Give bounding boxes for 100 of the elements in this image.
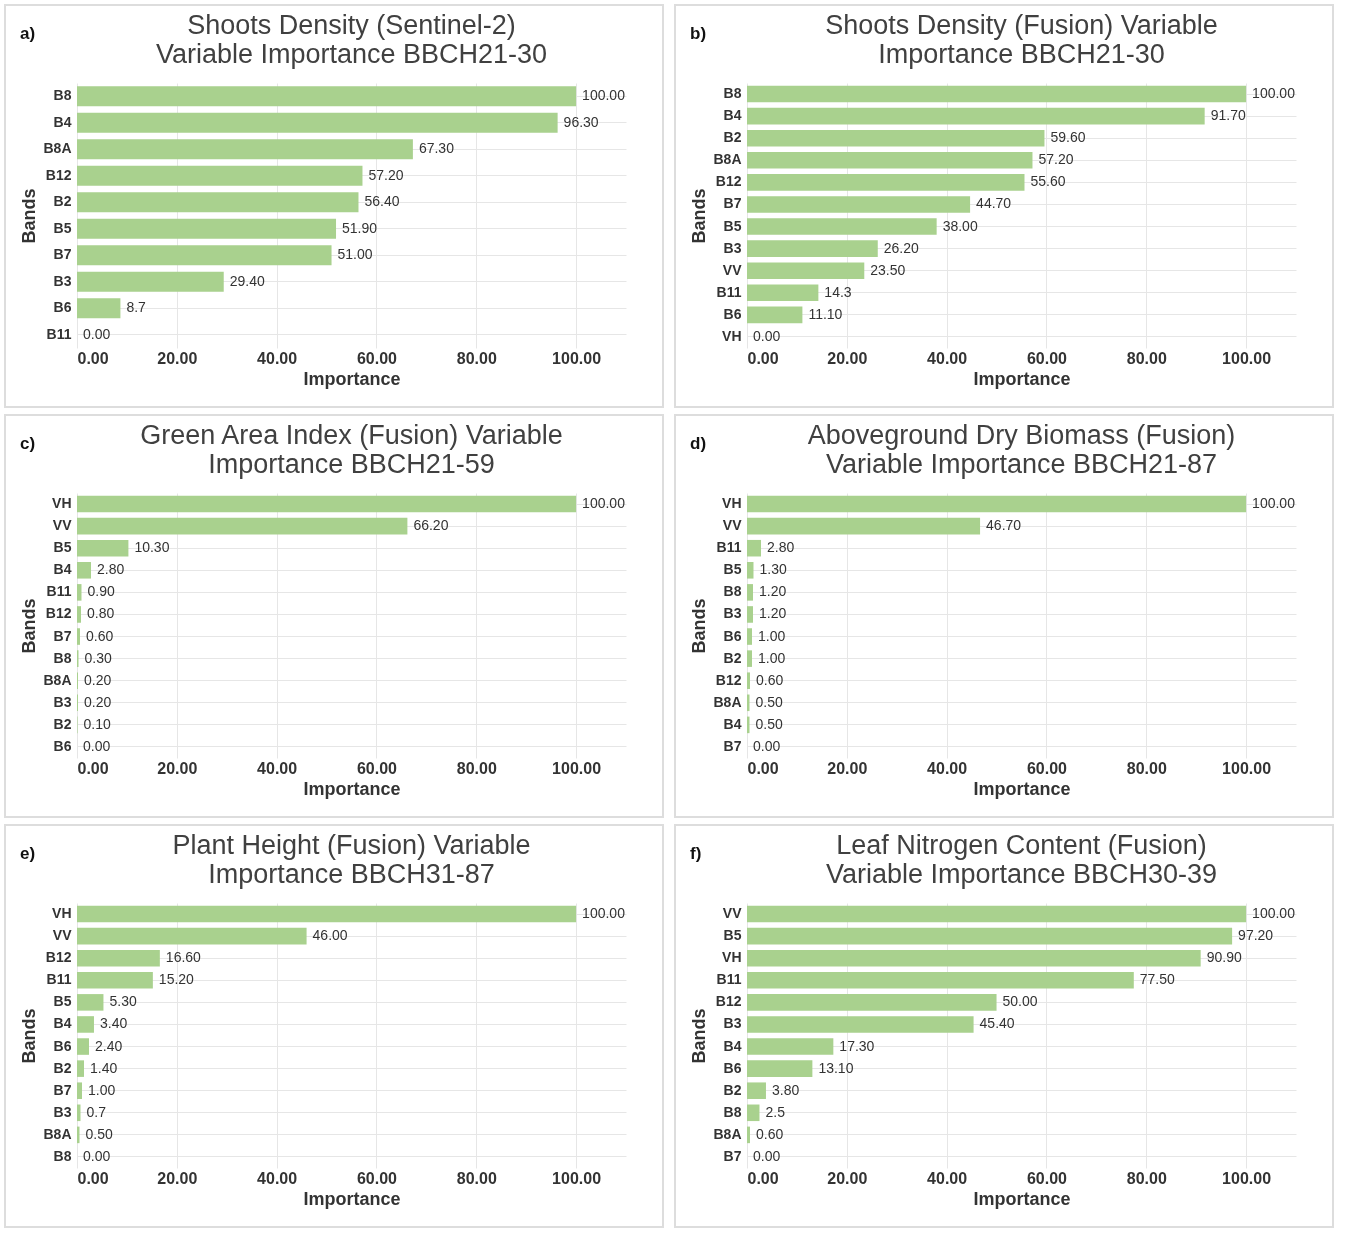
data-label: 0.00	[753, 327, 781, 344]
y-axis-title: Bands	[689, 598, 710, 654]
x-tick-label: 40.00	[927, 759, 968, 777]
x-tick-label: 80.00	[1126, 349, 1167, 367]
x-tick-label: 40.00	[257, 759, 298, 777]
data-label: 59.60	[1050, 129, 1086, 146]
y-axis-title: Bands	[19, 188, 40, 244]
y-tick-label: B4	[723, 1037, 742, 1054]
x-tick-label: 0.00	[77, 759, 109, 777]
y-tick-label: B8	[723, 85, 742, 102]
y-axis-title: Bands	[689, 1008, 710, 1064]
y-tick-label: VV	[52, 927, 73, 944]
y-tick-label: B5	[53, 993, 72, 1010]
data-label: 0.60	[755, 671, 784, 688]
data-label: 0.90	[87, 583, 115, 600]
y-tick-label: B4	[53, 561, 72, 578]
y-tick-label: B8A	[43, 671, 72, 688]
text: d)	[690, 434, 707, 454]
chart-title: Aboveground Dry Biomass (Fusion) Variable Importance BBCH21-87	[807, 420, 1236, 479]
text: f)	[690, 844, 702, 864]
data-label: 66.20	[413, 517, 449, 534]
data-label: 50.00	[1002, 993, 1038, 1010]
bar	[747, 949, 1201, 967]
x-tick-label: 0.00	[77, 1169, 109, 1187]
bar	[77, 628, 80, 645]
x-tick-label: 100.00	[1222, 349, 1272, 367]
bar	[747, 972, 1134, 989]
y-tick-label: B7	[723, 1147, 742, 1164]
y-tick-label: B8A	[43, 140, 72, 157]
data-label: 100.00	[582, 905, 626, 922]
data-label: 1.00	[87, 1081, 116, 1098]
x-axis-title: Importance	[303, 778, 401, 799]
data-label: 57.20	[1038, 151, 1074, 168]
x-tick-label: 60.00	[1026, 349, 1068, 367]
y-tick-label: B8A	[713, 1125, 742, 1142]
chart-title: Shoots Density (Fusion) Variable Importance BBCH21-30	[825, 10, 1218, 69]
y-tick-label: B12	[715, 173, 742, 190]
data-label: 55.60	[1030, 173, 1066, 190]
y-tick-label: B7	[53, 1081, 72, 1098]
data-label: 96.30	[563, 113, 599, 130]
x-axis-title: Importance	[973, 778, 1071, 799]
x-tick-label: 0.00	[77, 349, 109, 367]
data-label: 77.50	[1139, 971, 1176, 988]
data-label: 1.20	[758, 583, 787, 600]
y-tick-label: B12	[715, 671, 742, 688]
x-tick-label: 100.00	[1222, 1169, 1272, 1187]
x-axis-title: Importance	[973, 368, 1071, 389]
data-label: 17.30	[839, 1037, 875, 1054]
data-label: 0.00	[753, 1147, 781, 1164]
y-tick-label: B6	[723, 305, 742, 322]
text: b)	[690, 24, 707, 44]
data-label: 11.10	[808, 305, 843, 322]
bar	[77, 192, 359, 213]
bar	[747, 306, 803, 324]
y-tick-label: B5	[53, 539, 72, 556]
bar	[747, 1038, 834, 1055]
text: a)	[20, 24, 36, 44]
y-tick-label: VV	[722, 261, 743, 278]
data-label: 46.70	[986, 517, 1022, 534]
bar	[747, 539, 761, 557]
data-label: 0.20	[84, 671, 112, 688]
bar	[747, 1104, 760, 1122]
y-tick-label: B8A	[43, 1125, 72, 1142]
x-tick-label: 0.00	[747, 1169, 779, 1187]
data-label: 0.00	[83, 325, 111, 342]
x-tick-label: 60.00	[356, 349, 398, 367]
x-tick-label: 40.00	[257, 349, 298, 367]
bar	[77, 1016, 94, 1033]
y-tick-label: VH	[722, 327, 742, 344]
bar	[77, 271, 224, 292]
bar	[77, 165, 363, 186]
data-label: 3.40	[99, 1015, 128, 1032]
y-tick-label: B5	[723, 927, 742, 944]
data-label: 0.10	[83, 715, 111, 732]
bar	[747, 85, 1247, 103]
bar	[747, 152, 1033, 169]
data-label: 100.00	[1252, 905, 1296, 922]
y-tick-label: B12	[45, 605, 72, 622]
y-tick-label: B2	[723, 649, 742, 666]
bar	[747, 584, 753, 601]
data-label: 26.20	[883, 239, 920, 256]
x-tick-label: 20.00	[827, 349, 868, 367]
y-tick-label: B6	[723, 627, 742, 644]
y-tick-label: B2	[53, 715, 72, 732]
x-tick-label: 100.00	[1222, 759, 1272, 777]
text: e)	[20, 844, 36, 864]
bar	[747, 927, 1233, 945]
data-label: 0.50	[85, 1125, 113, 1142]
data-label: 0.30	[84, 649, 112, 666]
bar	[747, 218, 937, 235]
bar	[77, 972, 153, 989]
y-tick-label: B3	[723, 239, 742, 256]
data-label: 13.10	[818, 1059, 854, 1076]
data-label: 29.40	[229, 272, 265, 289]
data-label: 97.20	[1238, 927, 1274, 944]
y-tick-label: B4	[723, 107, 742, 124]
y-tick-label: B3	[53, 1103, 72, 1120]
data-label: 38.00	[942, 217, 978, 234]
x-axis-title: Importance	[973, 1188, 1071, 1209]
bar	[747, 628, 752, 645]
